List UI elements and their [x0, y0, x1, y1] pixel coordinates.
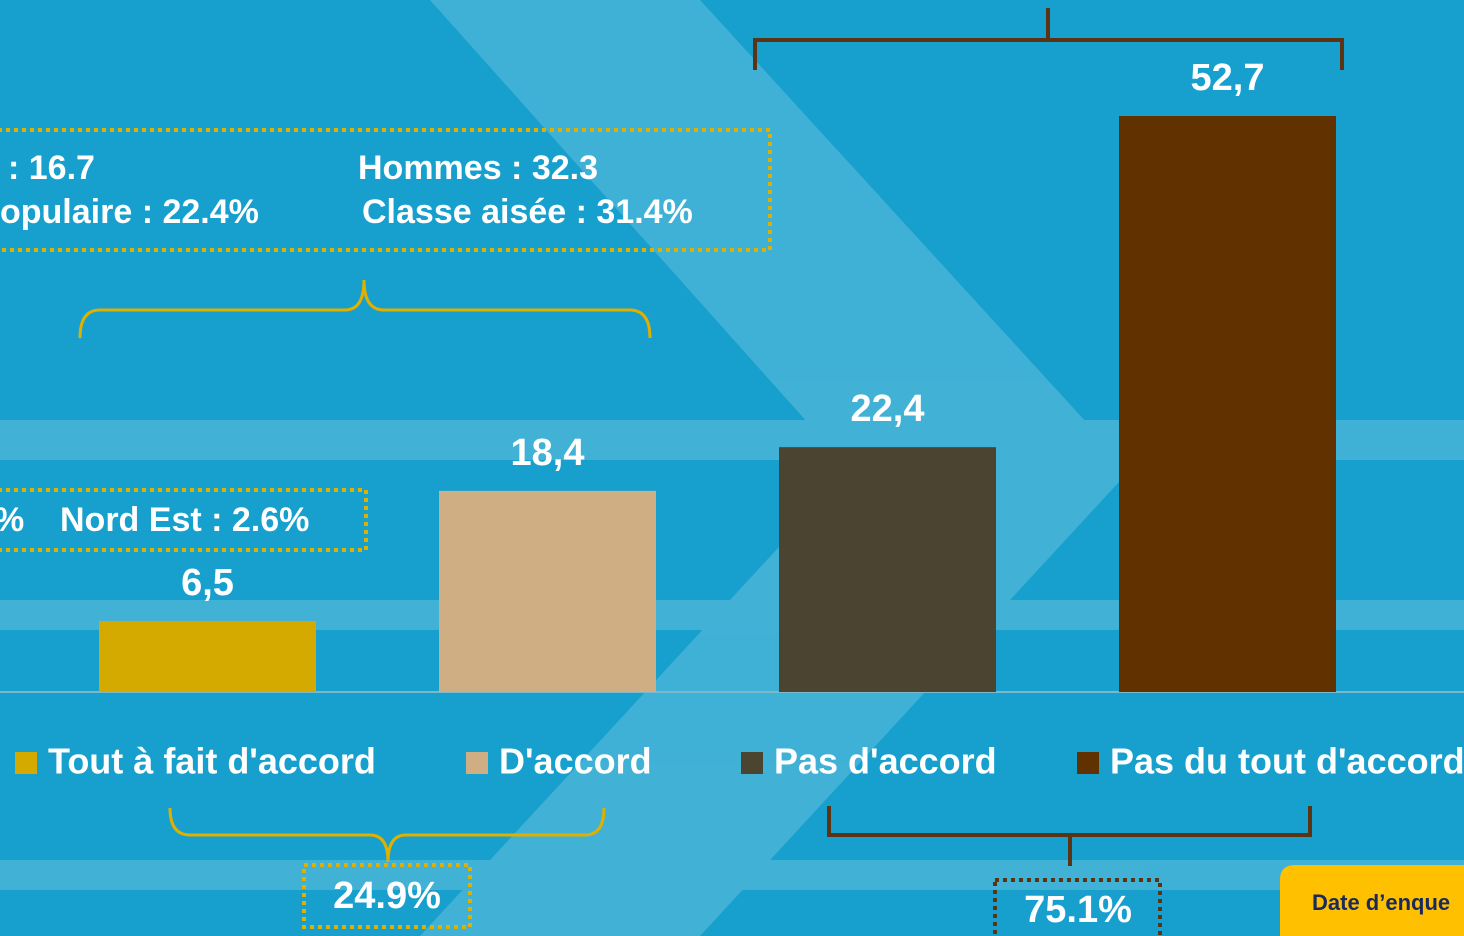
bracket — [753, 8, 1344, 70]
value-label: 52,7 — [1191, 57, 1265, 99]
annotation-box — [0, 128, 772, 252]
legend-swatch — [741, 752, 763, 774]
annotation: : 16.7 — [8, 149, 95, 187]
annotation: % — [0, 501, 24, 539]
value-label: 22,4 — [851, 388, 925, 430]
bar — [99, 620, 316, 692]
value-label: 18,4 — [511, 432, 585, 474]
bracket — [78, 279, 652, 339]
legend-label: D'accord — [499, 741, 652, 782]
legend-label: Tout à fait d'accord — [48, 741, 376, 782]
annotation: Hommes : 32.3 — [358, 149, 598, 187]
annotation: 75.1% — [1024, 889, 1132, 931]
legend-swatch — [15, 752, 37, 774]
legend-swatch — [1077, 752, 1099, 774]
date-label: Date d’enque — [1312, 890, 1450, 915]
legend-label: Pas d'accord — [774, 741, 997, 782]
annotation: Classe aisée : 31.4% — [362, 193, 693, 231]
annotation: 24.9% — [333, 875, 441, 917]
annotation-box — [993, 878, 1162, 936]
bar — [779, 447, 996, 692]
date-box — [1280, 865, 1464, 936]
bar — [439, 490, 656, 692]
annotation-box — [0, 488, 368, 552]
bracket — [827, 806, 1312, 866]
bracket — [168, 807, 606, 863]
legend-label: Pas du tout d'accord — [1110, 741, 1464, 782]
bar — [1119, 115, 1336, 692]
value-label: 6,5 — [181, 562, 234, 604]
annotation: Nord Est : 2.6% — [60, 501, 309, 539]
annotation: opulaire : 22.4% — [0, 193, 259, 231]
legend-swatch — [466, 752, 488, 774]
annotation-box — [302, 863, 472, 929]
